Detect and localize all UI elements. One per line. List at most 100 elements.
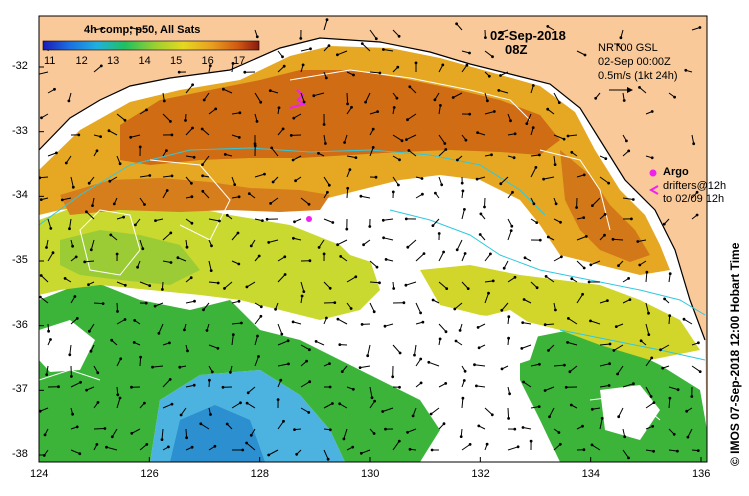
current-vector-head [485, 442, 489, 446]
current-vector-head [138, 145, 142, 149]
current-vector-head [270, 146, 274, 150]
current-vector-head [201, 174, 205, 178]
current-vector [62, 197, 72, 201]
current-vector-head [308, 348, 311, 352]
current-vector-head [404, 217, 408, 221]
current-vector-head [676, 388, 680, 392]
current-vector-head [168, 378, 172, 381]
current-vector [254, 335, 258, 346]
current-vector [162, 190, 168, 199]
current-vector-head [603, 213, 607, 216]
current-vector-head [638, 86, 641, 89]
current-vector [408, 150, 417, 157]
current-vector-head [627, 456, 630, 460]
current-vector-head [507, 336, 511, 340]
current-vector-head [283, 255, 287, 259]
current-vector-head [636, 240, 640, 243]
current-vector-head [39, 295, 42, 299]
current-vector-head [292, 116, 296, 120]
current-vector-head [364, 100, 368, 104]
current-vector-head [456, 158, 459, 162]
current-vector-head [652, 401, 656, 405]
current-vector [507, 276, 516, 283]
current-vector-head [145, 443, 149, 446]
current-vector-head [89, 349, 93, 353]
current-vector [474, 364, 486, 367]
current-vector [106, 446, 118, 451]
current-vector-head [381, 410, 385, 413]
current-vector [461, 281, 469, 289]
current-vector-head [632, 382, 635, 386]
current-vector [231, 322, 242, 325]
current-vector-head [444, 330, 448, 334]
current-vector-head [502, 266, 506, 270]
current-vector-head [342, 437, 346, 441]
current-vector-head [343, 141, 347, 144]
current-vector-head [510, 224, 514, 228]
y-axis-tick-label: -35 [12, 254, 28, 266]
current-vector-head [271, 180, 275, 184]
current-vector [691, 134, 695, 144]
current-vector-head [359, 194, 363, 198]
current-vector-head [590, 443, 594, 447]
current-vector-head [564, 385, 568, 389]
map-time: 08Z [505, 42, 528, 57]
current-vector [567, 134, 578, 137]
current-vector-head [123, 283, 127, 287]
current-vector [414, 344, 417, 356]
current-vector-head [582, 216, 586, 220]
current-vector-head [362, 243, 366, 247]
current-vector-head [431, 298, 435, 302]
current-vector-head [259, 305, 263, 309]
current-vector [507, 407, 510, 419]
current-vector-head [165, 189, 169, 192]
current-vector-head [95, 149, 99, 153]
current-vector-head [60, 198, 64, 202]
current-vector [323, 19, 328, 31]
current-vector [530, 363, 540, 367]
current-vector-head [554, 202, 558, 206]
current-vector-head [183, 328, 186, 332]
current-vector [365, 92, 371, 103]
current-vector-head [582, 448, 586, 452]
current-vector [526, 113, 532, 124]
current-vector-head [282, 419, 285, 423]
cloud-gap-2 [470, 310, 540, 370]
current-vector [660, 344, 670, 351]
current-vector-head [336, 317, 340, 321]
current-vector [369, 260, 378, 268]
current-vector-head [477, 346, 481, 350]
current-vector-head [139, 355, 143, 359]
current-vector-head [295, 452, 299, 456]
current-vector-head [193, 299, 196, 303]
current-vector-head [650, 356, 654, 360]
current-vector-head [487, 291, 490, 295]
current-vector-head [382, 48, 385, 51]
current-vector-head [398, 385, 401, 389]
current-vector [430, 407, 440, 415]
current-vector [553, 155, 556, 165]
sst-patch-warm-east [560, 150, 650, 262]
x-axis-tick-label: 124 [30, 468, 49, 480]
current-vector-head [611, 237, 615, 241]
current-vector [224, 281, 233, 289]
current-vector-head [397, 34, 401, 38]
current-vector-head [326, 190, 329, 194]
current-vector-head [529, 439, 533, 443]
current-vector-head [547, 349, 550, 352]
current-vector [208, 281, 219, 284]
current-vector-head [662, 222, 666, 226]
current-vector-head [331, 221, 335, 224]
current-vector [369, 71, 380, 74]
x-axis-tick-label: 126 [140, 468, 159, 480]
current-vector-head [165, 149, 168, 153]
current-vector-head [371, 146, 375, 149]
current-vector-head [108, 179, 112, 183]
current-vector-head [368, 225, 372, 228]
current-vector [599, 418, 603, 430]
current-vector-head [123, 318, 127, 321]
current-vector-head [302, 100, 306, 104]
current-vector-head [499, 74, 502, 77]
current-vector [523, 381, 532, 388]
